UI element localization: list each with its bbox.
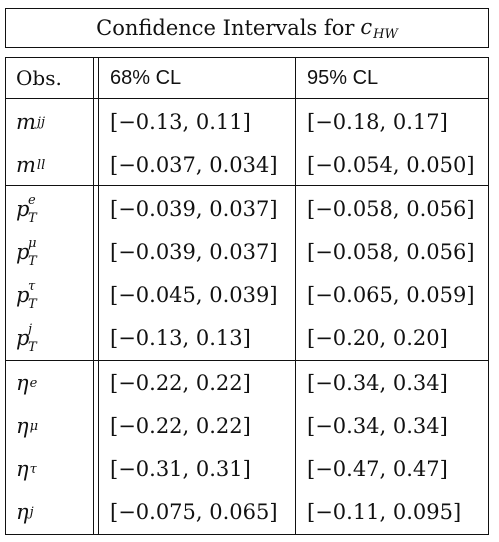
cl95-cell: [−0.47, 0.47] [307,457,448,481]
header-cl95: 95% CL [307,66,379,89]
caption-symbol: cHW [360,15,397,42]
table-row: p j T [−0.13, 0.13] [−0.20, 0.20] [6,316,488,360]
cl68-cell: [−0.22, 0.22] [110,371,251,395]
obs-symbol-sup: j [28,322,33,337]
obs-symbol-sup: τ [28,279,36,294]
obs-symbol-sub: T [28,297,37,312]
header-obs: Obs. [16,66,62,90]
obs-symbol-sup: e [29,375,38,391]
obs-symbol-sup: τ [29,461,37,477]
obs-symbol-sub: T [28,211,37,226]
obs-symbol-sup: e [28,193,36,208]
header-cl68: 68% CL [110,66,182,89]
cl68-cell: [−0.31, 0.31] [110,457,251,481]
table-row: m ll [−0.037, 0.034] [−0.054, 0.050] [6,143,488,187]
cl68-cell: [−0.039, 0.037] [110,197,278,221]
cl95-cell: [−0.058, 0.056] [307,197,475,221]
obs-cell: m jj [16,100,45,144]
cl68-cell: [−0.22, 0.22] [110,414,251,438]
obs-symbol-base: m [16,110,36,134]
cl68-cell: [−0.13, 0.13] [110,326,251,350]
column-divider [295,58,296,534]
cl95-cell: [−0.20, 0.20] [307,326,448,350]
obs-symbol-sub: jj [36,114,45,130]
obs-symbol-sup: μ [29,418,39,434]
header-rule [6,98,488,99]
caption-text: Confidence Intervals for [96,16,355,40]
obs-symbol: m jj [16,110,45,134]
group-rule-2 [6,360,488,361]
cl68-cell: [−0.075, 0.065] [110,500,278,524]
table-row: η e [−0.22, 0.22] [−0.34, 0.34] [6,361,488,405]
table-row: η τ [−0.31, 0.31] [−0.47, 0.47] [6,447,488,491]
cl95-cell: [−0.18, 0.17] [307,110,448,134]
caption-symbol-base: c [360,14,373,39]
cl95-cell: [−0.34, 0.34] [307,414,448,438]
obs-symbol-base: η [16,500,29,524]
obs-symbol-base: p [16,240,30,264]
group-rule-1 [6,185,488,186]
table-row: η μ [−0.22, 0.22] [−0.34, 0.34] [6,404,488,448]
cl95-cell: [−0.058, 0.056] [307,240,475,264]
cl68-cell: [−0.13, 0.11] [110,110,251,134]
caption-symbol-sub: HW [373,26,398,42]
obs-symbol-sub: T [28,340,37,355]
cl95-cell: [−0.054, 0.050] [307,153,475,177]
table-caption: Confidence Intervals for cHW [5,8,489,48]
obs-symbol-base: η [16,457,29,481]
table-row: p e T [−0.039, 0.037] [−0.058, 0.056] [6,187,488,231]
column-divider-double-right [98,58,99,534]
cl95-cell: [−0.11, 0.095] [307,500,462,524]
cl68-cell: [−0.039, 0.037] [110,240,278,264]
column-divider-double-left [93,58,94,534]
cl95-cell: [−0.065, 0.059] [307,283,475,307]
cl68-cell: [−0.037, 0.034] [110,153,278,177]
table-header-row: Obs. 68% CL 95% CL [6,58,488,98]
cl95-cell: [−0.34, 0.34] [307,371,448,395]
table-row: p μ T [−0.039, 0.037] [−0.058, 0.056] [6,230,488,274]
obs-symbol-sub: T [28,254,37,269]
table-row: η j [−0.075, 0.065] [−0.11, 0.095] [6,490,488,534]
cl68-cell: [−0.045, 0.039] [110,283,278,307]
table-row: p τ T [−0.045, 0.039] [−0.065, 0.059] [6,273,488,317]
obs-symbol-sub: ll [36,157,46,173]
obs-cell: m ll [16,143,45,187]
obs-symbol-sup: μ [28,236,37,251]
obs-symbol-base: p [16,283,30,307]
obs-symbol-base: m [16,153,36,177]
obs-symbol: m ll [16,153,45,177]
obs-symbol-sup: j [29,504,34,520]
obs-symbol-base: η [16,371,29,395]
obs-symbol-base: p [16,197,30,221]
table-row: m jj [−0.13, 0.11] [−0.18, 0.17] [6,100,488,144]
obs-symbol-base: p [16,326,30,350]
obs-symbol-base: η [16,414,29,438]
confidence-table: Obs. 68% CL 95% CL m jj [−0.13, 0.11] [−0.1… [5,57,489,535]
